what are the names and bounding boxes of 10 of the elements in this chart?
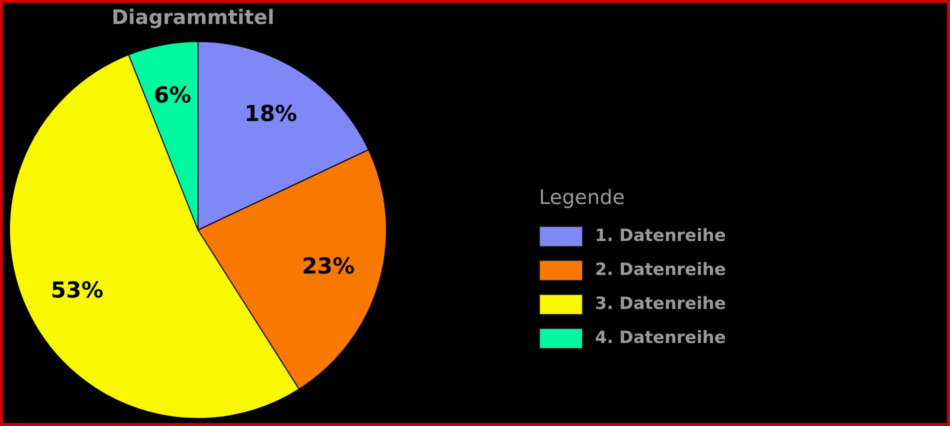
legend-label: 4. Datenreihe (595, 328, 726, 348)
chart-title: Diagrammtitel (110, 5, 276, 29)
data-label: 23% (302, 254, 355, 280)
legend-title: Legende (539, 185, 626, 209)
data-label: 18% (244, 102, 298, 128)
legend-label: 3. Datenreihe (595, 294, 726, 314)
data-label: 53% (50, 278, 104, 304)
legend-label: 1. Datenreihe (595, 226, 726, 246)
data-label: 6% (154, 83, 192, 108)
legend-label: 2. Datenreihe (595, 260, 726, 280)
